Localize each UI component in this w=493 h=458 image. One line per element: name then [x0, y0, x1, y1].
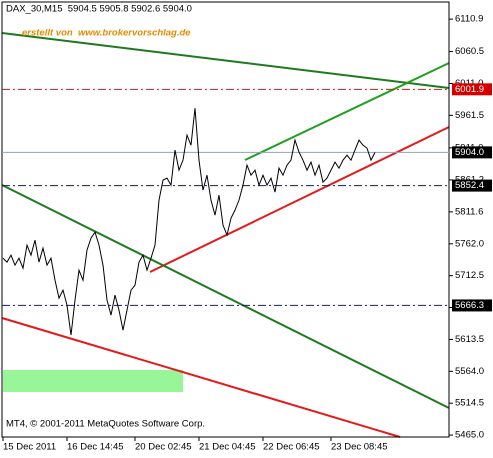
level-label: 5904.0	[455, 147, 484, 158]
level-label: 5666.3	[455, 300, 484, 311]
level-label-box	[452, 179, 492, 192]
x-tick-label: 21 Dec 04:45	[199, 442, 256, 453]
level-label-box	[452, 83, 492, 96]
y-tick-label: 6110.9	[455, 14, 483, 25]
plot-frame	[1, 1, 450, 438]
trendline	[149, 126, 450, 273]
trendline	[244, 62, 450, 161]
y-tick-label: 5712.5	[455, 270, 484, 281]
watermark: erstellt von www.brokervorschlag.de	[22, 28, 191, 39]
trendlines	[1, 32, 450, 438]
trendline	[1, 317, 401, 438]
y-tick-label: 5613.5	[455, 334, 484, 345]
y-tick-label: 5961.5	[455, 110, 484, 121]
x-tick-label: 20 Dec 02:45	[135, 442, 192, 453]
trendline	[1, 184, 450, 409]
level-label-box	[452, 146, 492, 159]
y-tick-label: 6060.5	[455, 46, 484, 57]
x-tick-label: 23 Dec 08:45	[331, 442, 388, 453]
level-label: 5852.4	[455, 180, 484, 191]
price-line	[2, 108, 376, 336]
y-tick-label: 5811.6	[455, 206, 483, 217]
level-label: 6001.9	[455, 84, 484, 95]
y-tick-label: 5514.5	[455, 398, 484, 409]
copyright: MT4, © 2001-2011 MetaQuotes Software Cor…	[6, 419, 205, 430]
y-tick-label: 5465.0	[455, 430, 484, 441]
chart-title: DAX_30,M15 5904.5 5905.8 5902.6 5904.0	[6, 4, 192, 15]
highlight-zone	[3, 370, 183, 392]
x-tick-label: 16 Dec 14:45	[67, 442, 124, 453]
x-tick-label: 15 Dec 2011	[3, 442, 56, 453]
y-tick-label: 5762.0	[455, 238, 484, 249]
y-tick-label: 5564.0	[455, 366, 484, 377]
trendline	[1, 32, 450, 89]
x-tick-label: 22 Dec 06:45	[263, 442, 320, 453]
level-label-box	[452, 299, 492, 312]
